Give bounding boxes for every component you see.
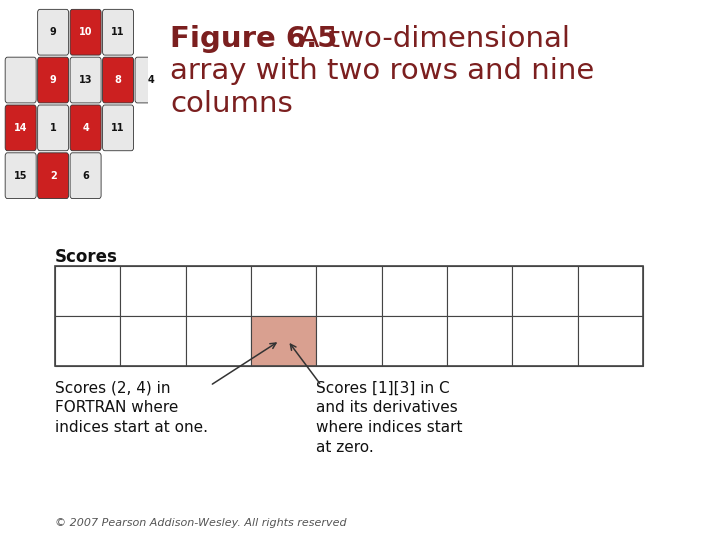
FancyBboxPatch shape <box>102 105 134 151</box>
Text: Scores [1][3] in C
and its derivatives
where indices start
at zero.: Scores [1][3] in C and its derivatives w… <box>316 381 463 455</box>
Bar <box>316 266 382 315</box>
Text: 11: 11 <box>112 123 125 133</box>
Text: Figure 6.5: Figure 6.5 <box>171 25 338 53</box>
Text: 9: 9 <box>50 75 56 85</box>
FancyBboxPatch shape <box>37 9 68 55</box>
FancyBboxPatch shape <box>70 105 101 151</box>
Bar <box>578 315 643 366</box>
Text: 15: 15 <box>14 171 27 181</box>
Bar <box>382 266 447 315</box>
Bar <box>447 266 513 315</box>
FancyBboxPatch shape <box>70 57 101 103</box>
FancyBboxPatch shape <box>37 105 68 151</box>
FancyBboxPatch shape <box>70 153 101 199</box>
Text: A two-dimensional
array with two rows and nine
columns: A two-dimensional array with two rows an… <box>171 25 595 118</box>
Bar <box>513 315 578 366</box>
FancyBboxPatch shape <box>5 153 36 199</box>
Bar <box>120 315 186 366</box>
Bar <box>186 266 251 315</box>
Text: 4: 4 <box>147 75 154 85</box>
Text: 10: 10 <box>79 27 92 37</box>
FancyBboxPatch shape <box>70 9 101 55</box>
Bar <box>55 266 643 366</box>
Text: 9: 9 <box>50 27 56 37</box>
Bar <box>513 266 578 315</box>
Bar <box>120 266 186 315</box>
Text: 14: 14 <box>14 123 27 133</box>
Bar <box>55 266 120 315</box>
Text: Scores (2, 4) in
FORTRAN where
indices start at one.: Scores (2, 4) in FORTRAN where indices s… <box>55 381 208 435</box>
FancyBboxPatch shape <box>5 57 36 103</box>
Bar <box>382 315 447 366</box>
Text: 4: 4 <box>82 123 89 133</box>
Bar <box>186 315 251 366</box>
Text: © 2007 Pearson Addison-Wesley. All rights reserved: © 2007 Pearson Addison-Wesley. All right… <box>55 518 346 528</box>
Bar <box>578 266 643 315</box>
FancyBboxPatch shape <box>37 153 68 199</box>
FancyBboxPatch shape <box>102 9 134 55</box>
Text: 2: 2 <box>50 171 56 181</box>
Bar <box>251 266 316 315</box>
Bar <box>55 315 120 366</box>
Text: 6: 6 <box>82 171 89 181</box>
Text: 8: 8 <box>114 75 122 85</box>
Bar <box>251 315 316 366</box>
Bar <box>316 315 382 366</box>
FancyBboxPatch shape <box>102 57 134 103</box>
Text: Scores: Scores <box>55 248 118 266</box>
Text: 13: 13 <box>79 75 92 85</box>
FancyBboxPatch shape <box>37 57 68 103</box>
Text: 13: 13 <box>684 503 709 521</box>
Text: 11: 11 <box>112 27 125 37</box>
Bar <box>447 315 513 366</box>
FancyBboxPatch shape <box>5 105 36 151</box>
Text: 1: 1 <box>50 123 56 133</box>
FancyBboxPatch shape <box>135 57 166 103</box>
